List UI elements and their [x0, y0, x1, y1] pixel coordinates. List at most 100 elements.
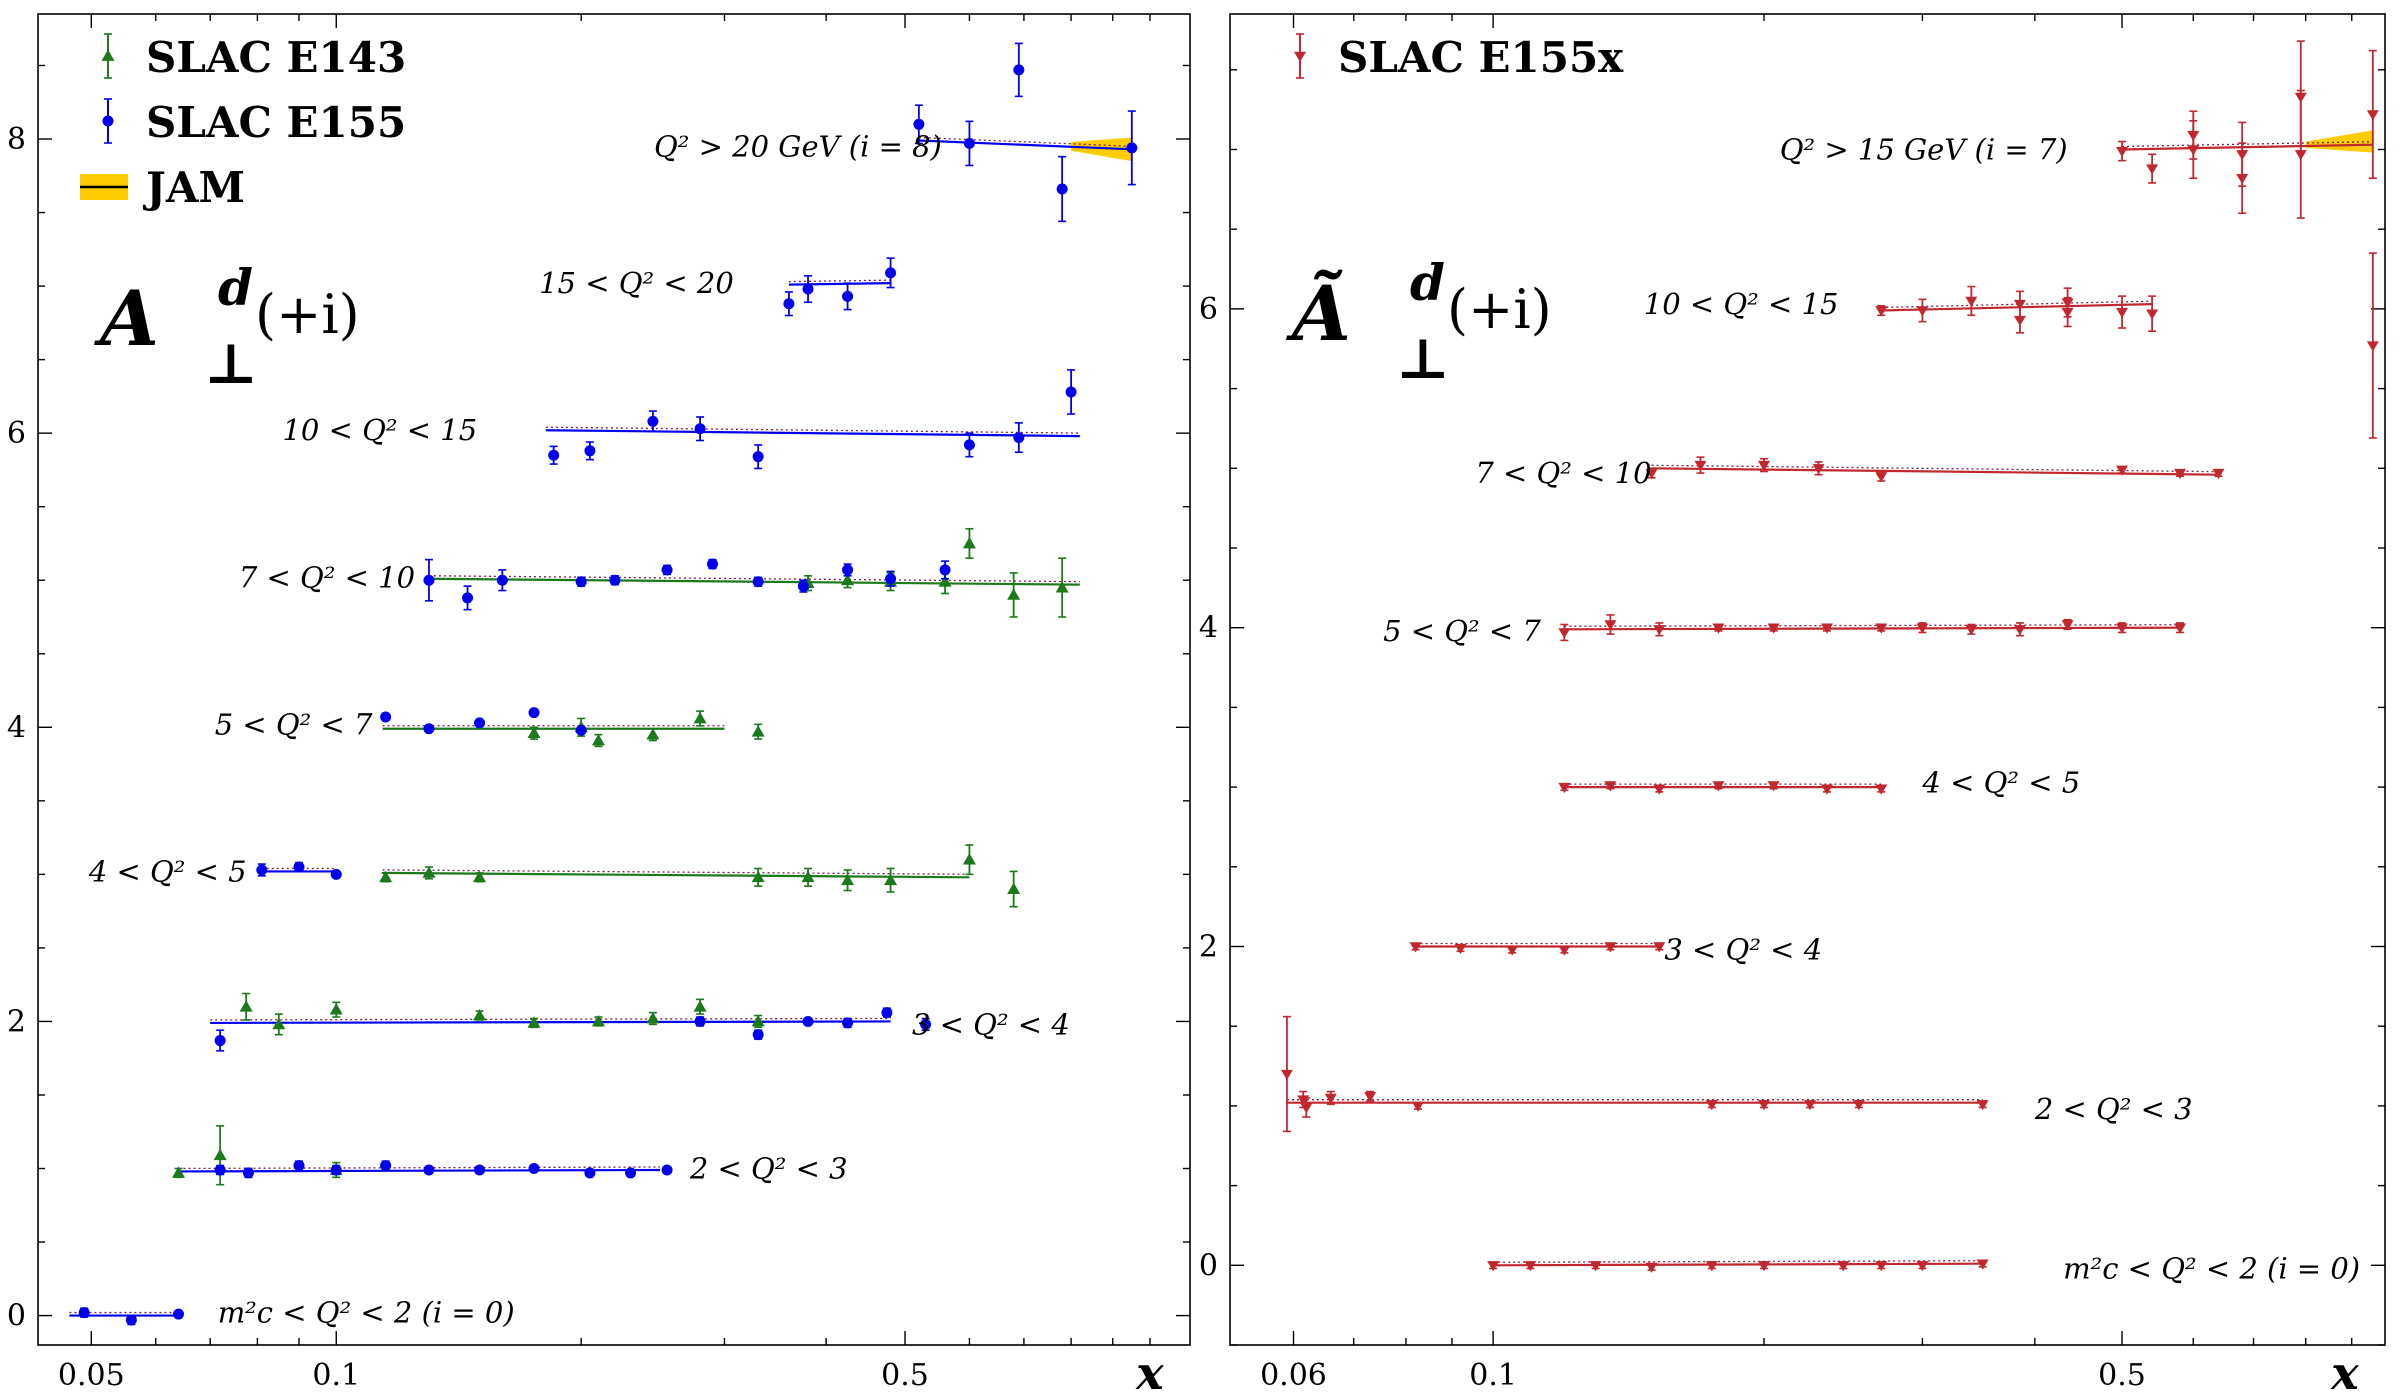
data-point: [591, 734, 605, 746]
data-point: [962, 853, 976, 865]
legend-label: SLAC E155: [146, 98, 406, 147]
x-tick-label: 0.05: [58, 1358, 125, 1393]
bin-label: 10 < Q² < 15: [282, 413, 477, 447]
data-point: [1875, 472, 1888, 483]
plot-frame: [37, 13, 1191, 1346]
data-point: [1604, 781, 1617, 792]
quantity-superscript: d: [1410, 253, 1445, 312]
data-point: [1454, 943, 1467, 955]
data-point: [661, 564, 673, 576]
data-point: [1916, 1261, 1929, 1272]
data-point: [1694, 460, 1707, 472]
data-point: [462, 592, 474, 604]
theory-line: [545, 429, 1080, 438]
bin-label: 7 < Q² < 10: [239, 560, 415, 594]
data-point: [1056, 183, 1068, 195]
data-point: [646, 728, 660, 740]
data-point: [609, 574, 621, 586]
data-point: [797, 580, 809, 592]
data-point: [752, 576, 764, 588]
data-point: [1875, 784, 1888, 795]
y-tick-label: 4: [7, 710, 26, 745]
jam-band: [1071, 137, 1132, 162]
data-point: [2212, 468, 2225, 480]
data-point: [2116, 623, 2129, 634]
data-point: [380, 711, 392, 723]
data-point: [1364, 1092, 1377, 1103]
theory-line: [382, 871, 970, 879]
data-point: [1757, 1261, 1770, 1272]
data-point: [272, 1017, 286, 1030]
data-point: [422, 866, 436, 878]
data-point: [2187, 145, 2200, 156]
data-point: [591, 1014, 605, 1027]
data-point: [423, 723, 435, 735]
data-point: [1300, 1103, 1313, 1114]
bin-label: 3 < Q² < 4: [912, 1007, 1070, 1041]
bin-label: Q² > 20 GeV (i = 8): [654, 129, 942, 163]
theory-line-dotted: [2122, 141, 2373, 148]
theory-line-dotted: [178, 1166, 661, 1170]
data-point: [1524, 1261, 1537, 1272]
theory-line: [1493, 1262, 1983, 1267]
data-point: [2013, 315, 2026, 327]
data-point: [1007, 882, 1021, 894]
data-point: [213, 1148, 227, 1161]
data-point: [474, 1164, 486, 1176]
data-point: [2116, 465, 2129, 476]
theory-line: [210, 1020, 891, 1025]
legend-label: SLAC E155x: [1338, 33, 1624, 82]
data-point: [1506, 945, 1519, 956]
series-slac-e143: [172, 527, 1069, 1186]
data-point: [694, 1015, 706, 1027]
theory-line: [178, 1168, 661, 1173]
data-point: [125, 1314, 137, 1326]
data-point: [78, 1307, 90, 1319]
theory-line: [1564, 626, 2181, 631]
data-point: [2294, 150, 2307, 161]
data-point: [527, 1016, 541, 1028]
data-point: [1712, 781, 1725, 792]
data-point: [379, 870, 393, 883]
data-point: [842, 290, 854, 302]
data-point: [1757, 460, 1770, 472]
data-point: [1558, 782, 1571, 794]
quantity-subscript: ⊥: [1396, 326, 1450, 392]
data-point: [751, 1014, 765, 1027]
bin-label: 2 < Q² < 3: [2034, 1092, 2193, 1126]
data-point: [496, 574, 508, 586]
bin-label: 5 < Q² < 7: [1383, 614, 1541, 648]
data-point: [1837, 1261, 1850, 1272]
data-point: [752, 451, 764, 463]
panel-left: 0 2 4 6 8 0.05 0.1 0.5 x Q² > 20 GeV (i = 8) 15 < …: [7, 13, 1191, 1400]
data-point: [920, 1018, 932, 1030]
data-point: [693, 1000, 707, 1012]
data-point: [1007, 588, 1021, 600]
data-point: [2236, 173, 2249, 185]
data-point: [293, 861, 305, 873]
data-point: [661, 1164, 673, 1176]
data-point: [1055, 581, 1069, 593]
data-point: [2061, 307, 2074, 319]
data-point: [214, 1164, 226, 1176]
data-point: [1820, 784, 1833, 795]
data-point: [1712, 623, 1725, 634]
quantity-superscript: d: [218, 258, 253, 317]
data-point: [527, 726, 541, 739]
quantity-subscript: ⊥: [204, 331, 258, 397]
theory-line-dotted: [1493, 1260, 1983, 1263]
x-axis-label: x: [1135, 1346, 1164, 1400]
data-point: [1976, 1100, 1989, 1111]
data-point: [841, 873, 855, 886]
y-tick-label: 2: [1199, 929, 1218, 964]
theory-line-dotted: [210, 1017, 891, 1021]
data-point: [2061, 620, 2074, 631]
data-point: [1280, 1069, 1293, 1081]
data-point: [575, 576, 587, 588]
data-point: [1767, 781, 1780, 792]
data-point: [707, 558, 719, 570]
data-point: [1916, 623, 1929, 634]
legend-label: JAM: [142, 163, 245, 212]
bin-label: 3 < Q² < 4: [1664, 933, 1822, 967]
bin-label: m²c < Q² < 2 (i = 0): [2063, 1251, 2360, 1285]
